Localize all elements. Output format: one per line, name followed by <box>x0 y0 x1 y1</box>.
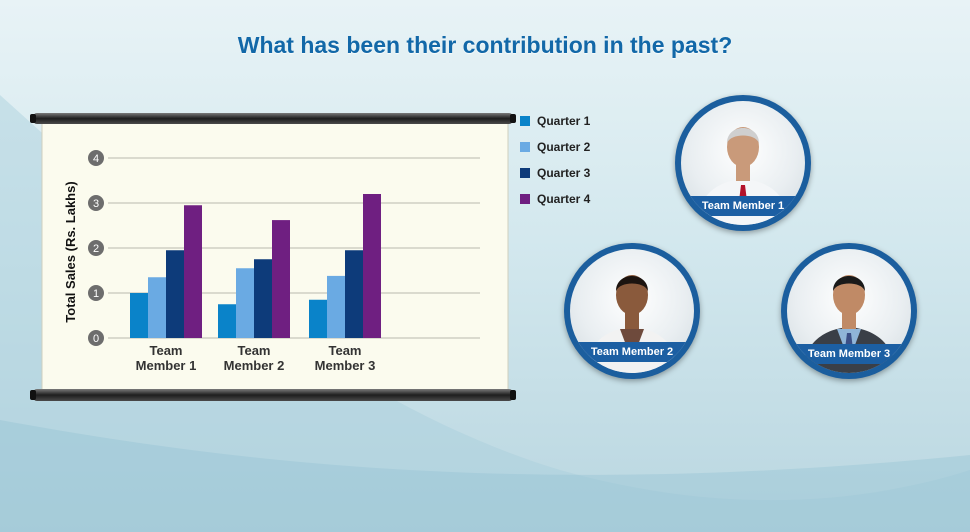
bar-2-quarter-2 <box>236 268 254 338</box>
x-tick-label-1-line-1: Team <box>150 343 183 358</box>
y-tick-bubble-1 <box>88 285 104 301</box>
legend-label-quarter-3: Quarter 3 <box>537 166 591 180</box>
page-title: What has been their contribution in the … <box>237 32 733 58</box>
y-tick-label-4: 4 <box>93 153 99 165</box>
x-tick-label-1-line-2: Member 1 <box>136 358 197 373</box>
member-2-head <box>616 275 648 315</box>
bar-1-quarter-3 <box>166 250 184 338</box>
team-member-1-label: Team Member 1 <box>681 196 805 216</box>
legend-label-quarter-2: Quarter 2 <box>537 140 591 154</box>
chart-legend: Quarter 1 Quarter 2 Quarter 3 Quarter 4 <box>520 108 590 212</box>
y-tick-label-3: 3 <box>93 198 99 210</box>
bar-3-quarter-3 <box>345 250 363 338</box>
legend-item-quarter-1: Quarter 1 <box>520 108 590 134</box>
bar-1-quarter-1 <box>130 293 148 338</box>
x-tick-label-2-line-1: Team <box>238 343 271 358</box>
team-member-1-portrait: Team Member 1 <box>675 95 811 231</box>
member-2-hair <box>616 276 648 291</box>
legend-item-quarter-4: Quarter 4 <box>520 186 590 212</box>
x-tick-label-3-line-2: Member 3 <box>315 358 376 373</box>
y-tick-bubble-0 <box>88 330 104 346</box>
legend-label-quarter-1: Quarter 1 <box>537 114 591 128</box>
member-1-hair <box>727 128 759 143</box>
y-tick-bubble-2 <box>88 240 104 256</box>
bar-3-quarter-1 <box>309 299 327 338</box>
y-tick-label-0: 0 <box>93 333 99 345</box>
legend-swatch-quarter-1 <box>520 116 530 126</box>
team-member-3-photo: Team Member 3 <box>787 249 911 373</box>
member-1-neck <box>736 163 750 181</box>
legend-item-quarter-2: Quarter 2 <box>520 134 590 160</box>
legend-item-quarter-3: Quarter 3 <box>520 160 590 186</box>
member-3-head <box>833 275 865 315</box>
member-3-hair <box>833 276 865 291</box>
team-member-2-photo: Team Member 2 <box>570 249 694 373</box>
member-3-neck <box>842 311 856 329</box>
legend-swatch-quarter-2 <box>520 142 530 152</box>
bar-2-quarter-3 <box>254 259 272 338</box>
team-member-3-portrait: Team Member 3 <box>781 243 917 379</box>
y-tick-bubble-4 <box>88 150 104 166</box>
team-member-1-photo: Team Member 1 <box>681 101 805 225</box>
legend-label-quarter-4: Quarter 4 <box>537 192 591 206</box>
team-member-2-label: Team Member 2 <box>570 342 694 362</box>
y-tick-bubble-3 <box>88 195 104 211</box>
member-2-neck <box>625 311 639 329</box>
bar-1-quarter-4 <box>184 205 202 338</box>
x-tick-label-3-line-1: Team <box>329 343 362 358</box>
legend-swatch-quarter-3 <box>520 168 530 178</box>
bar-1-quarter-2 <box>148 277 166 338</box>
y-tick-label-1: 1 <box>93 288 99 300</box>
team-member-2-portrait: Team Member 2 <box>564 243 700 379</box>
bar-2-quarter-4 <box>272 220 290 338</box>
y-tick-label-2: 2 <box>93 243 99 255</box>
y-axis-label: Total Sales (Rs. Lakhs) <box>63 181 78 322</box>
bar-3-quarter-4 <box>363 194 381 338</box>
bar-2-quarter-1 <box>218 304 236 338</box>
bar-3-quarter-2 <box>327 275 345 338</box>
team-member-3-label: Team Member 3 <box>787 344 911 364</box>
legend-swatch-quarter-4 <box>520 194 530 204</box>
x-tick-label-2-line-2: Member 2 <box>224 358 285 373</box>
member-1-head <box>727 127 759 167</box>
